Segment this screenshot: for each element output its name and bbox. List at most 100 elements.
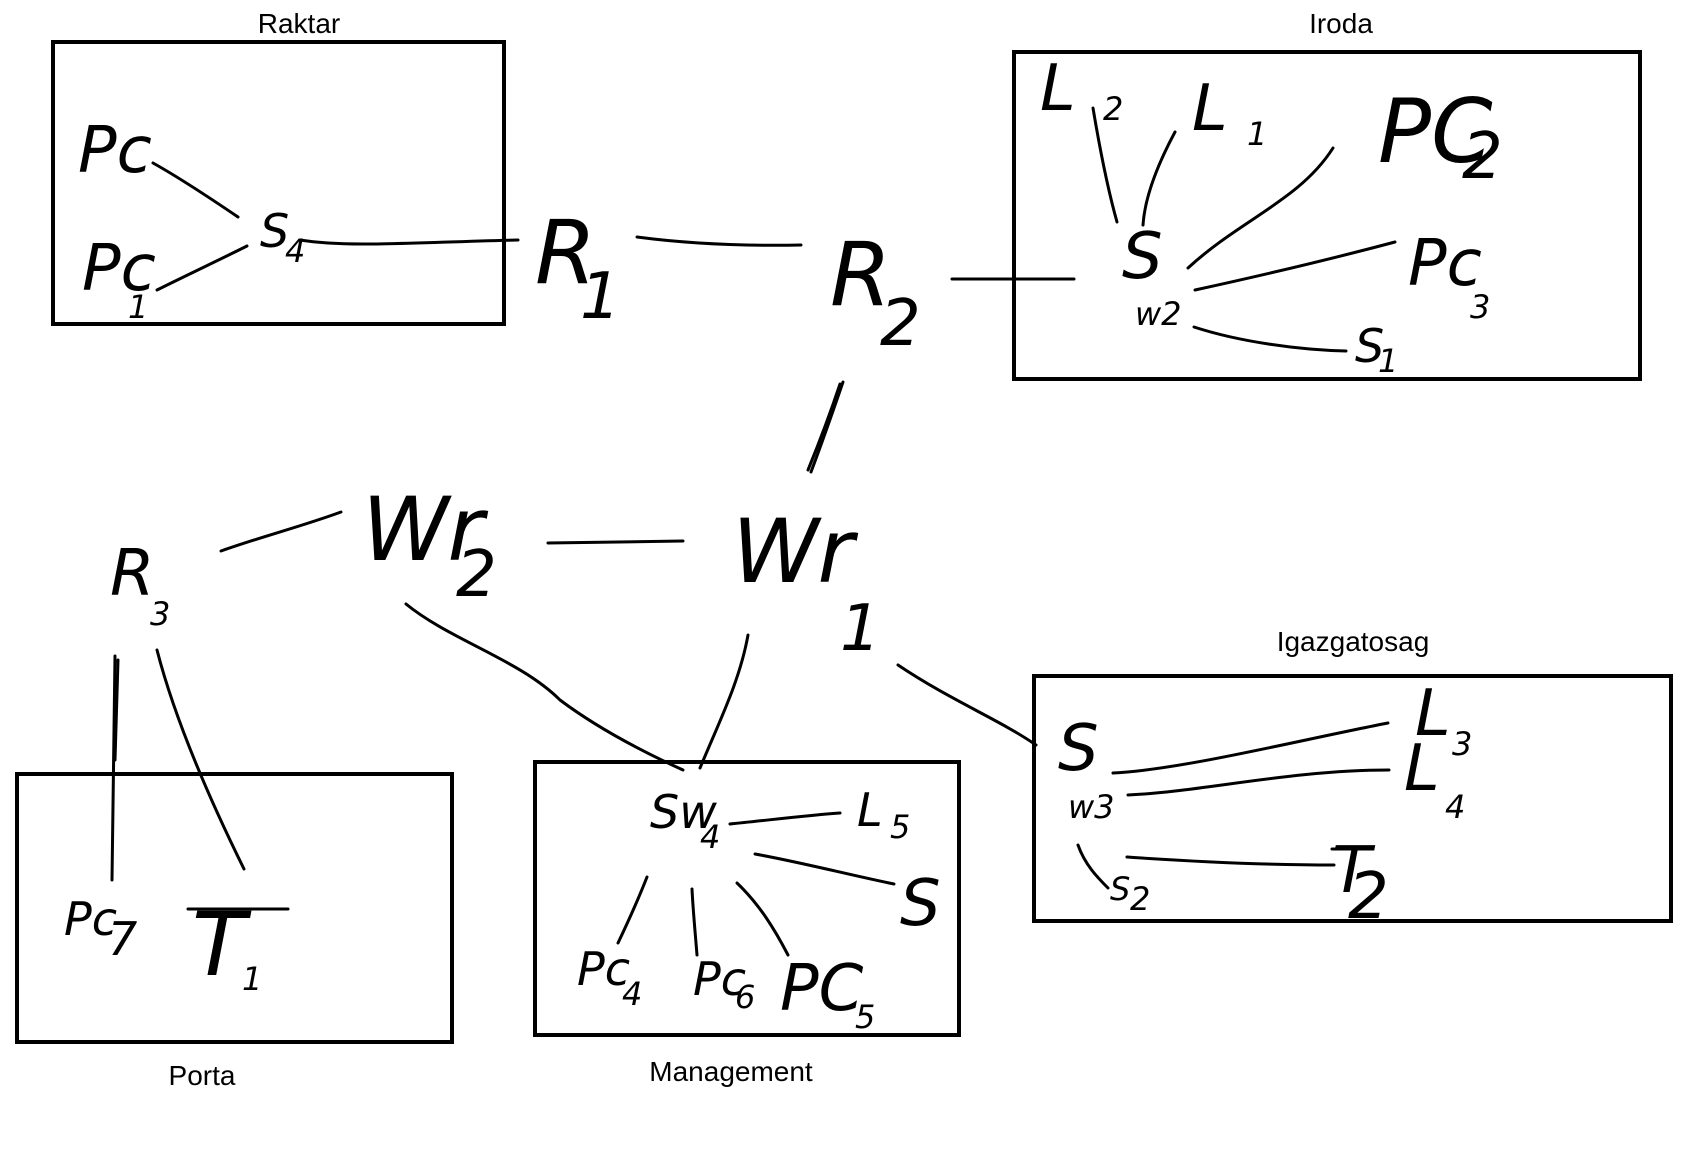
management-l5-label: L: [857, 783, 883, 837]
igazgatosag-switch-label: S: [1058, 712, 1099, 786]
wireless-router-wr2-node: Wr 2: [362, 478, 497, 612]
iroda-s1-node: S 1: [1355, 319, 1398, 380]
iroda-l2-node: L 2: [1040, 52, 1123, 128]
management-pc4-node: Pc 4: [577, 942, 642, 1013]
porta-t1-sub: 1: [242, 960, 262, 998]
iroda-pc2-label: PC: [1378, 80, 1493, 183]
wire-pc3-switch: [1193, 240, 1397, 292]
wire-l2-switch: [1091, 106, 1119, 224]
management-room-box: [533, 760, 961, 1037]
raktar-switch-sub: 4: [285, 232, 305, 270]
iroda-l2-sub: 2: [1103, 90, 1123, 128]
iroda-l1-node: L 1: [1192, 72, 1267, 153]
raktar-room-box: [51, 40, 506, 326]
wireless-router-wr1-node: Wr 1: [732, 500, 881, 666]
router-r3-sub: 3: [150, 595, 170, 633]
iroda-switch-sub: w2: [1135, 295, 1182, 333]
wire-r2-wr1-b: [806, 382, 842, 472]
wire-msw-l5: [728, 811, 842, 826]
wireless-router-wr1-label: Wr: [732, 500, 858, 603]
porta-room-box: [15, 772, 454, 1044]
igazgatosag-l4-node: L 4: [1404, 732, 1465, 826]
iroda-pc2-node: PC 2: [1378, 80, 1503, 194]
igazgatosag-t2-label: T: [1332, 834, 1376, 908]
wireless-router-wr1-sub: 1: [840, 592, 881, 666]
porta-t1-node: T 1: [186, 893, 290, 998]
management-pc5-node: PC 5: [780, 952, 875, 1036]
wire-r2-wr1: [809, 380, 845, 474]
iroda-pc3-sub: 3: [1470, 288, 1490, 326]
porta-pc7-node: Pc 7: [64, 892, 137, 966]
raktar-room-label: Raktar: [258, 8, 340, 39]
management-switch-sub: 4: [700, 818, 720, 856]
wireless-router-wr2-sub: 2: [456, 538, 497, 612]
router-r3-label: R: [110, 537, 154, 611]
igazgatosag-l3-node: L 3: [1415, 677, 1472, 763]
router-r1-label: R: [535, 201, 596, 304]
porta-room-label: Porta: [169, 1060, 236, 1091]
iroda-pc3-label: Pc: [1408, 227, 1482, 301]
igazgatosag-s2-sub: 2: [1130, 880, 1150, 918]
management-pc6-node: Pc 6: [693, 952, 755, 1016]
porta-t1-label: T: [192, 893, 252, 996]
wire-msw-pc4: [616, 875, 649, 945]
management-pc4-label: Pc: [577, 942, 630, 996]
igazgatosag-l4-label: L: [1404, 732, 1440, 806]
wires: [110, 106, 1397, 957]
management-l5-node: L 5: [857, 783, 910, 846]
wire-pc-switch: [151, 161, 240, 219]
management-pc6-sub: 6: [735, 978, 755, 1016]
router-r1-node: R 1: [535, 201, 621, 334]
router-r2-node: R 2: [830, 223, 921, 361]
management-l5-sub: 5: [890, 808, 910, 846]
iroda-l2-label: L: [1040, 52, 1076, 126]
wire-l1-switch: [1141, 130, 1177, 227]
iroda-l1-label: L: [1192, 72, 1228, 146]
management-pc5-label: PC: [780, 952, 864, 1026]
igazgatosag-room-box: [1032, 674, 1673, 923]
wire-pc2-switch: [1186, 146, 1335, 270]
igazgatosag-room-label: Igazgatosag: [1277, 626, 1430, 657]
wire-isw-l3: [1111, 721, 1390, 775]
raktar-pc-label: Pc: [78, 114, 152, 188]
iroda-switch-node: S w2: [1122, 220, 1182, 333]
wire-msw-pc6: [690, 887, 699, 957]
wire-r3-pc7: [110, 654, 117, 882]
wire-wr2-management: [404, 602, 685, 772]
igazgatosag-l4-sub: 4: [1445, 788, 1465, 826]
iroda-s1-label: S: [1355, 319, 1384, 373]
porta-pc7-label: Pc: [64, 892, 117, 946]
wire-switch-r1: [298, 238, 520, 246]
wire-r1-r2: [635, 235, 803, 247]
igazgatosag-t2-sub: 2: [1348, 860, 1389, 934]
raktar-pc1-node: Pc 1: [82, 232, 156, 326]
wire-r3-t1: [155, 648, 246, 871]
wire-wr2-wr1: [546, 539, 685, 545]
wire-r3-wr2: [219, 510, 343, 553]
wire-s1-switch: [1192, 325, 1348, 353]
wire-msw-pc5: [735, 881, 790, 957]
router-r1-sub: 1: [580, 260, 621, 334]
raktar-pc1-label: Pc: [82, 232, 156, 306]
router-r2-sub: 2: [880, 287, 921, 361]
igazgatosag-switch-node: S w3: [1058, 712, 1115, 826]
iroda-room-box: [1012, 50, 1642, 381]
management-room-label: Management: [649, 1056, 813, 1087]
igazgatosag-s2-node: S 2: [1110, 870, 1150, 918]
wire-r3-pc7-b: [113, 658, 120, 762]
wire-pc1-switch: [155, 244, 249, 292]
router-r3-node: R 3: [110, 537, 170, 633]
management-switch-label: Sw: [650, 785, 717, 839]
raktar-pc1-sub: 1: [128, 288, 148, 326]
wireless-router-wr2-label: Wr: [362, 478, 488, 581]
igazgatosag-l3-sub: 3: [1452, 725, 1472, 763]
wire-wr1-igazgatosag: [896, 663, 1038, 747]
iroda-room-label: Iroda: [1309, 8, 1373, 39]
raktar-switch-label: S: [260, 204, 289, 258]
igazgatosag-l3-label: L: [1415, 677, 1451, 751]
management-s-label: S: [900, 867, 941, 941]
iroda-s1-sub: 1: [1378, 342, 1398, 380]
management-switch-node: Sw 4: [650, 785, 720, 856]
wire-s2-t2: [1125, 855, 1336, 867]
